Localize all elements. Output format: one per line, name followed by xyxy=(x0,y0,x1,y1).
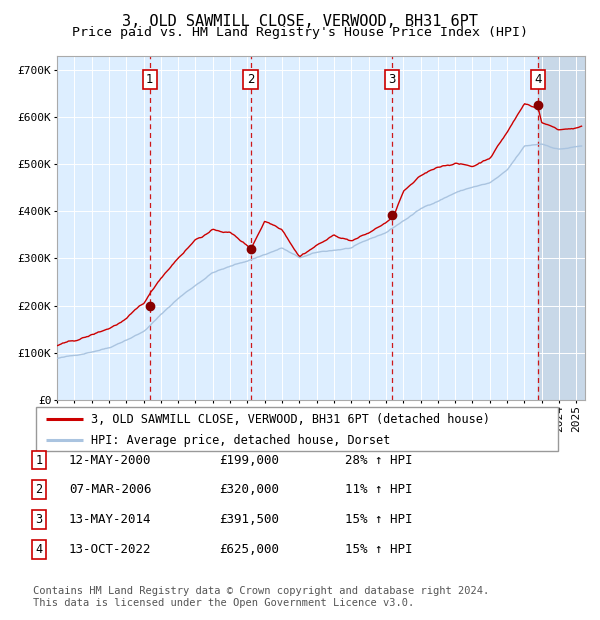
Text: 15% ↑ HPI: 15% ↑ HPI xyxy=(345,513,413,526)
Text: £199,000: £199,000 xyxy=(219,454,279,466)
Text: 11% ↑ HPI: 11% ↑ HPI xyxy=(345,484,413,496)
Text: £625,000: £625,000 xyxy=(219,543,279,556)
Text: 3: 3 xyxy=(388,73,396,86)
Text: Contains HM Land Registry data © Crown copyright and database right 2024.
This d: Contains HM Land Registry data © Crown c… xyxy=(33,586,489,608)
Text: 28% ↑ HPI: 28% ↑ HPI xyxy=(345,454,413,466)
Text: 1: 1 xyxy=(35,454,43,466)
Text: 13-OCT-2022: 13-OCT-2022 xyxy=(69,543,151,556)
Text: 1: 1 xyxy=(146,73,154,86)
Bar xyxy=(538,56,585,400)
Text: 4: 4 xyxy=(35,543,43,556)
Text: Price paid vs. HM Land Registry's House Price Index (HPI): Price paid vs. HM Land Registry's House … xyxy=(72,26,528,39)
Bar xyxy=(538,56,585,400)
Text: 12-MAY-2000: 12-MAY-2000 xyxy=(69,454,151,466)
Text: 2: 2 xyxy=(247,73,254,86)
Text: 3: 3 xyxy=(35,513,43,526)
Text: 15% ↑ HPI: 15% ↑ HPI xyxy=(345,543,413,556)
Text: 2: 2 xyxy=(35,484,43,496)
Text: 3, OLD SAWMILL CLOSE, VERWOOD, BH31 6PT: 3, OLD SAWMILL CLOSE, VERWOOD, BH31 6PT xyxy=(122,14,478,29)
FancyBboxPatch shape xyxy=(36,407,558,451)
Text: 4: 4 xyxy=(535,73,542,86)
Text: 07-MAR-2006: 07-MAR-2006 xyxy=(69,484,151,496)
Text: HPI: Average price, detached house, Dorset: HPI: Average price, detached house, Dors… xyxy=(91,434,390,446)
Text: £320,000: £320,000 xyxy=(219,484,279,496)
Text: 3, OLD SAWMILL CLOSE, VERWOOD, BH31 6PT (detached house): 3, OLD SAWMILL CLOSE, VERWOOD, BH31 6PT … xyxy=(91,413,490,426)
Text: £391,500: £391,500 xyxy=(219,513,279,526)
Text: 13-MAY-2014: 13-MAY-2014 xyxy=(69,513,151,526)
